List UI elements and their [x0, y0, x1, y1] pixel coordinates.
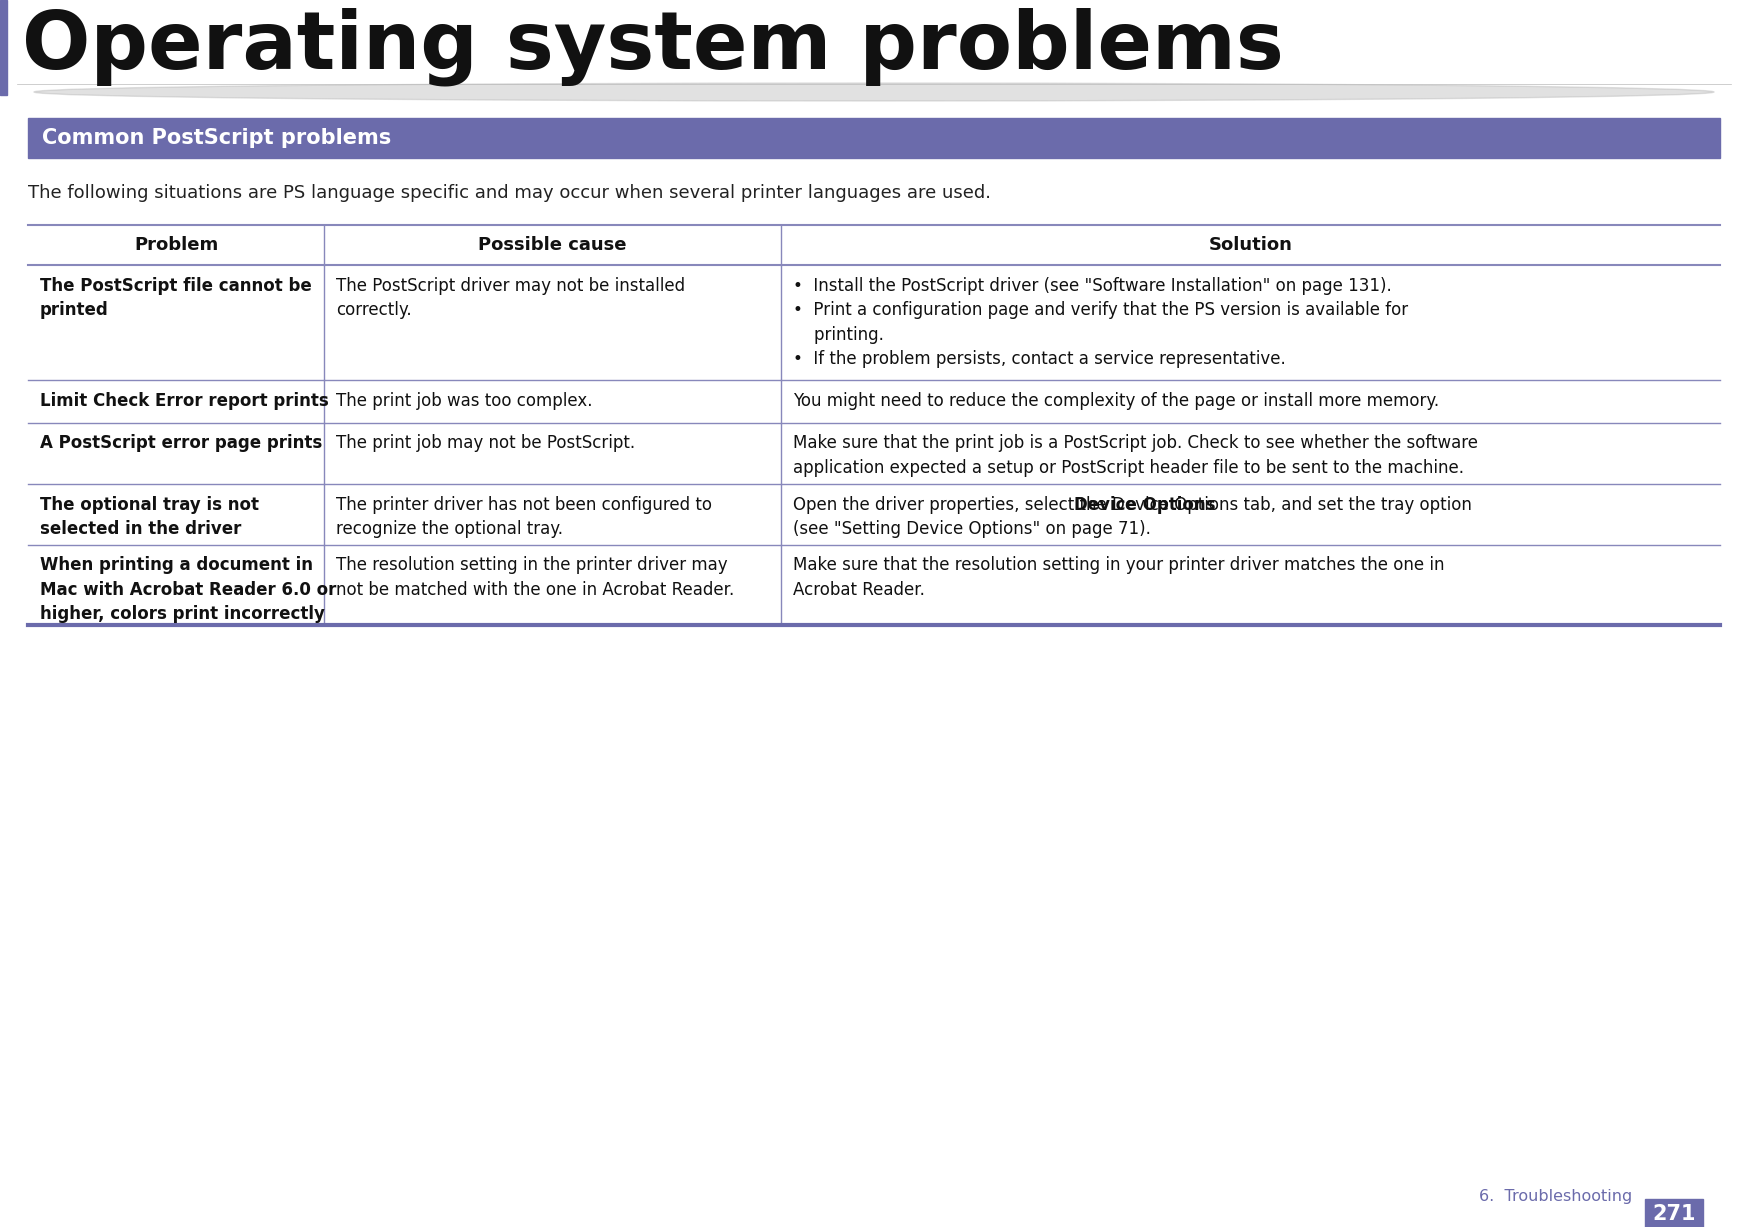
Text: The PostScript file cannot be
printed: The PostScript file cannot be printed: [40, 277, 311, 319]
Ellipse shape: [33, 83, 1715, 101]
Text: Limit Check Error report prints: Limit Check Error report prints: [40, 391, 329, 410]
Text: Operating system problems: Operating system problems: [23, 9, 1283, 86]
Text: The PostScript driver may not be installed
correctly.: The PostScript driver may not be install…: [336, 277, 685, 319]
Text: The printer driver has not been configured to
recognize the optional tray.: The printer driver has not been configur…: [336, 496, 711, 537]
Text: The following situations are PS language specific and may occur when several pri: The following situations are PS language…: [28, 184, 991, 202]
Text: Make sure that the resolution setting in your printer driver matches the one in
: Make sure that the resolution setting in…: [794, 557, 1444, 599]
Text: When printing a document in
Mac with Acrobat Reader 6.0 or
higher, colors print : When printing a document in Mac with Acr…: [40, 557, 336, 623]
Text: Open the driver properties, select the Device Options tab, and set the tray opti: Open the driver properties, select the D…: [794, 496, 1472, 537]
Text: The optional tray is not
selected in the driver: The optional tray is not selected in the…: [40, 496, 259, 537]
Text: The print job may not be PostScript.: The print job may not be PostScript.: [336, 434, 635, 453]
Text: Device Options: Device Options: [1075, 496, 1217, 514]
Text: Solution: Solution: [1208, 236, 1292, 254]
Text: A PostScript error page prints: A PostScript error page prints: [40, 434, 322, 453]
Bar: [0, 0, 7, 94]
Bar: [1645, 1199, 1703, 1227]
Text: 271: 271: [1652, 1204, 1696, 1225]
Text: You might need to reduce the complexity of the page or install more memory.: You might need to reduce the complexity …: [794, 391, 1439, 410]
Text: •  Install the PostScript driver (see "Software Installation" on page 131).
•  P: • Install the PostScript driver (see "So…: [794, 277, 1409, 368]
Text: Problem: Problem: [135, 236, 218, 254]
Text: The print job was too complex.: The print job was too complex.: [336, 391, 593, 410]
Text: The resolution setting in the printer driver may
not be matched with the one in : The resolution setting in the printer dr…: [336, 557, 734, 599]
Bar: [28, 118, 1720, 158]
Text: Possible cause: Possible cause: [479, 236, 628, 254]
Text: Make sure that the print job is a PostScript job. Check to see whether the softw: Make sure that the print job is a PostSc…: [794, 434, 1479, 477]
Text: Common PostScript problems: Common PostScript problems: [42, 128, 392, 148]
Text: 6.  Troubleshooting: 6. Troubleshooting: [1479, 1189, 1633, 1204]
